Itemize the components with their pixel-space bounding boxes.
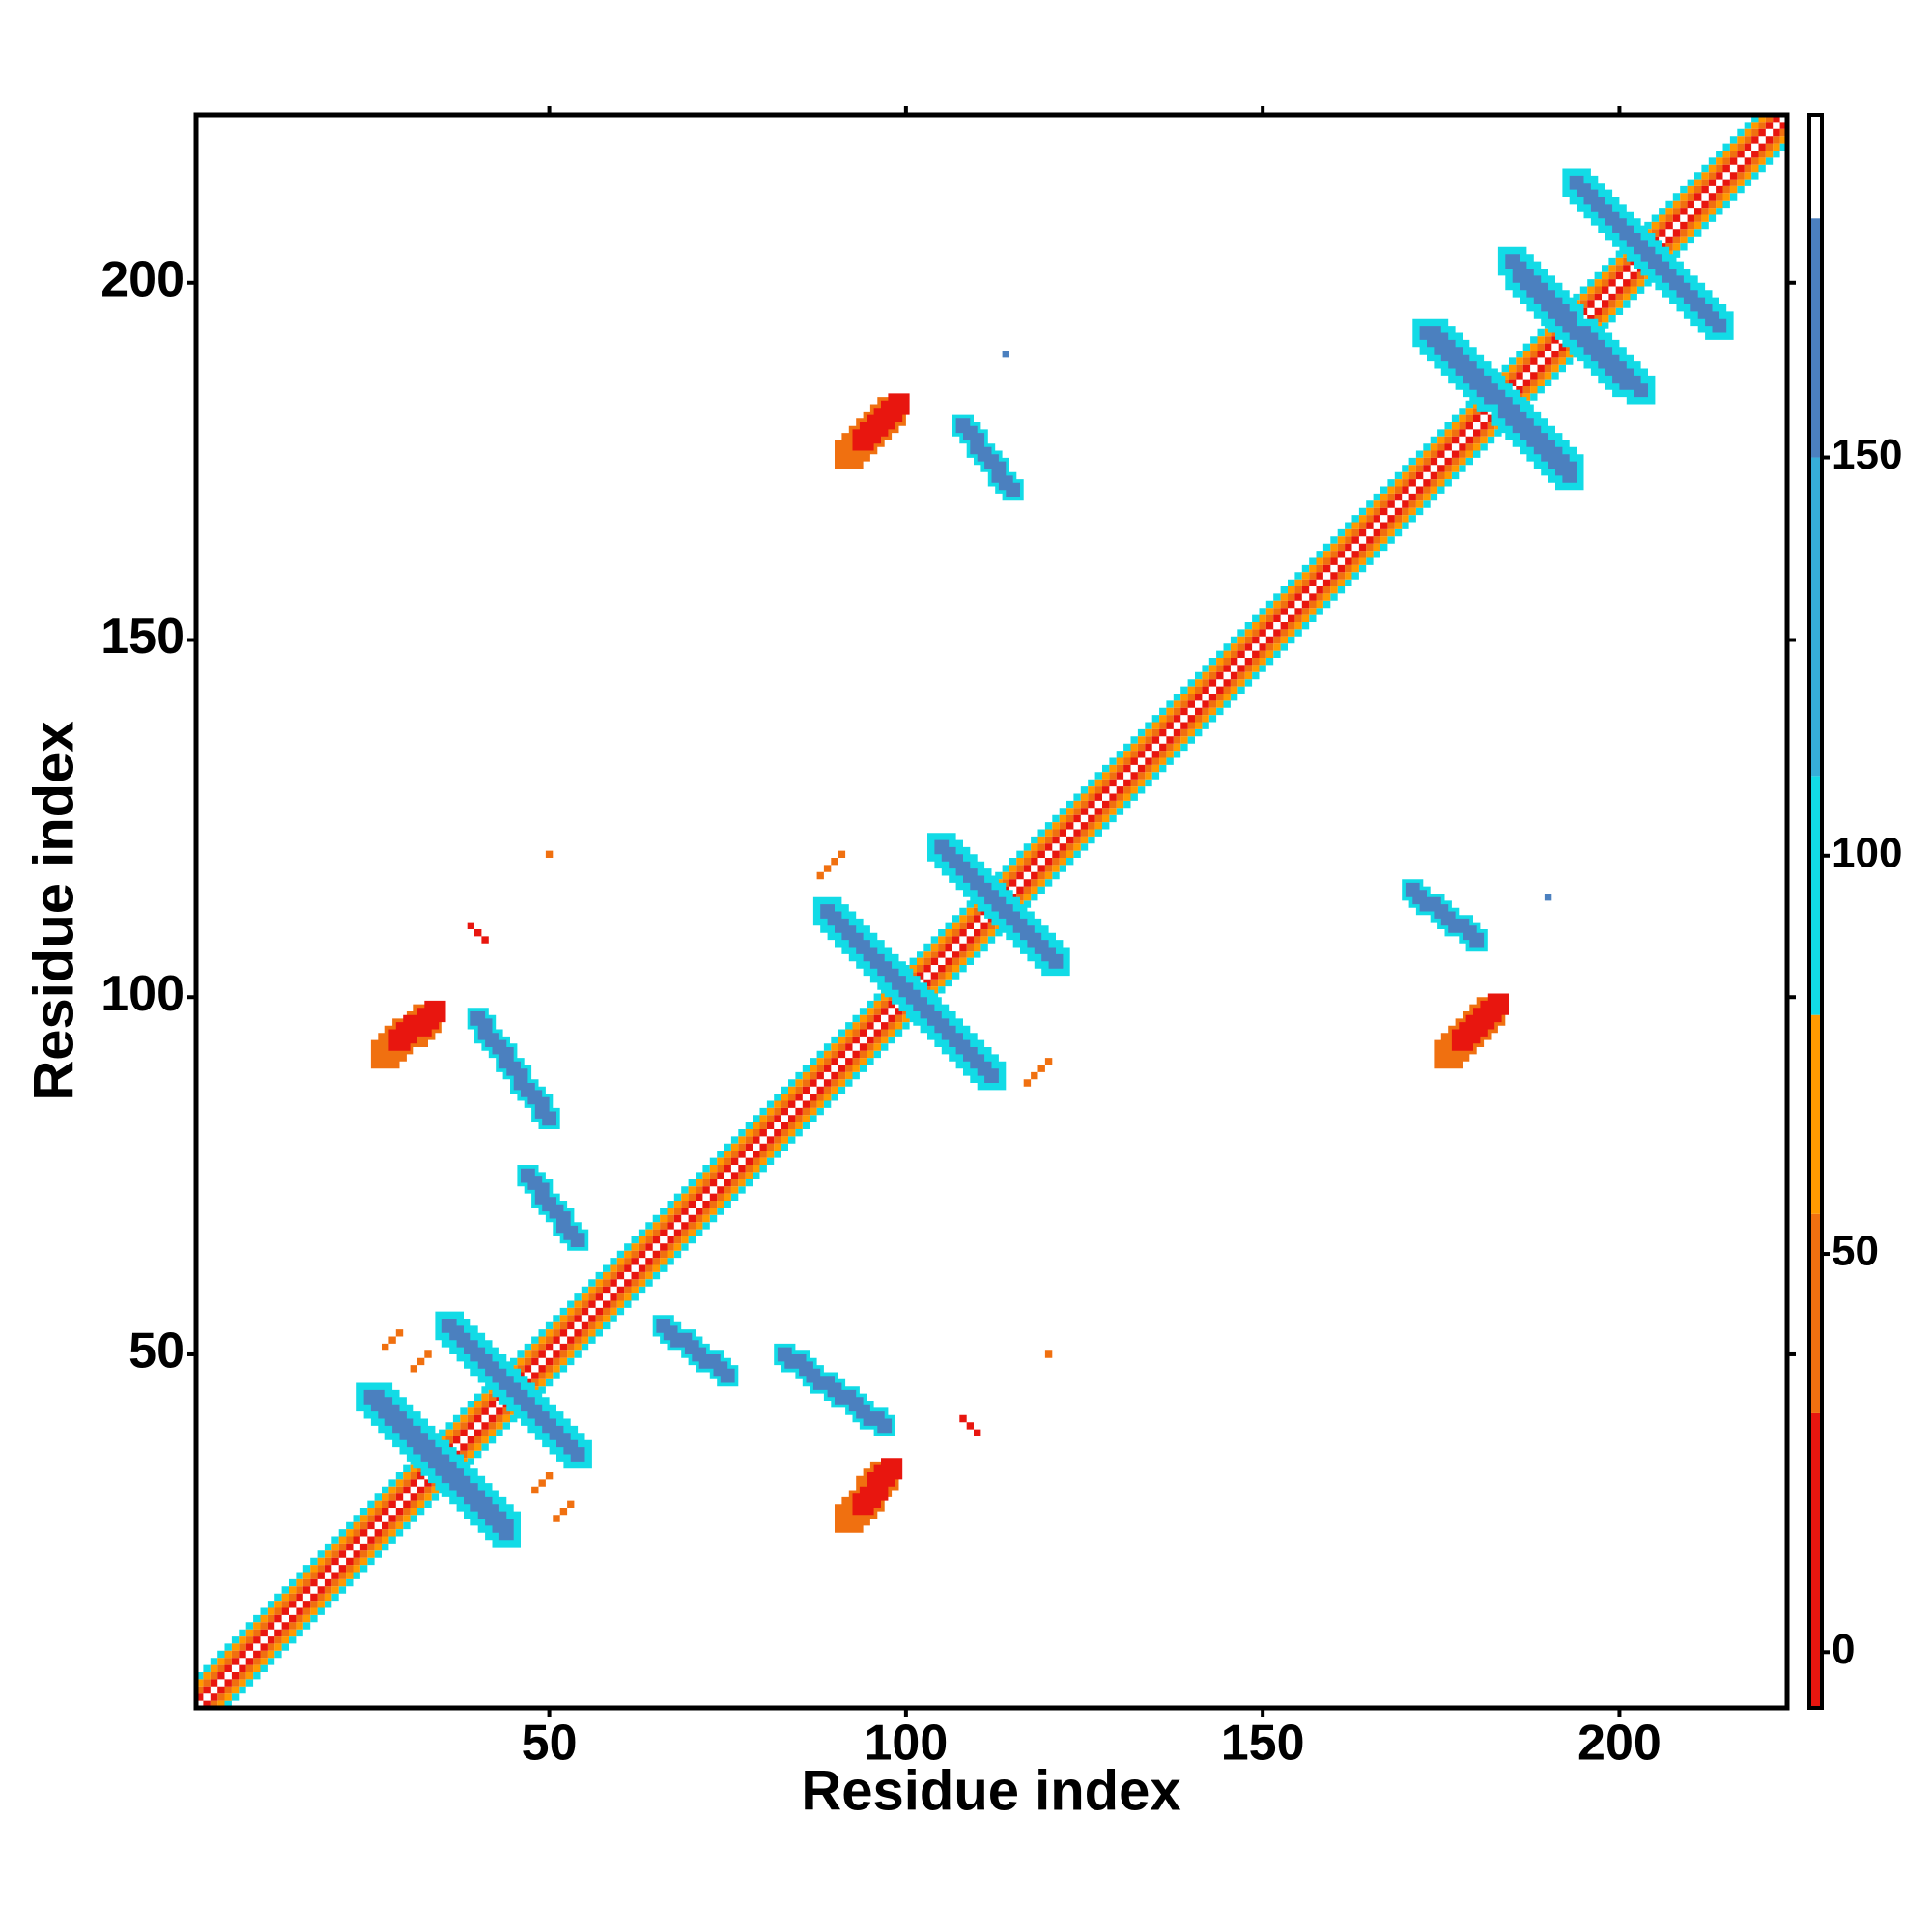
heatmap: [196, 115, 1787, 1708]
contact-cells: [470, 1011, 893, 1434]
contact-cells: [1419, 326, 1577, 483]
contact-cells: [1002, 351, 1552, 901]
colorbar-band: [1809, 218, 1822, 458]
y-axis-label: Residue index: [22, 721, 85, 1100]
y-tick-label: 150: [100, 609, 185, 665]
contact-cells: [1569, 175, 1727, 333]
colorbar-band: [1809, 776, 1822, 1015]
contact-cells: [934, 839, 1064, 969]
contact-cells: [441, 1319, 585, 1462]
colorbar-tick-label: 150: [1832, 431, 1902, 478]
y-tick-label: 100: [100, 966, 185, 1022]
contact-cells: [952, 414, 1488, 952]
contact-cells: [521, 1168, 735, 1383]
contact-cells: [835, 397, 1506, 1069]
x-tick-label: 50: [522, 1716, 578, 1772]
colorbar-tick-label: 50: [1832, 1228, 1879, 1275]
contact-cells: [1505, 254, 1648, 398]
contact-cells: [820, 904, 999, 1083]
colorbar-band: [1809, 115, 1822, 219]
colorbar-band: [1809, 1014, 1822, 1214]
colorbar-band: [1809, 1412, 1822, 1708]
x-tick-label: 100: [864, 1716, 948, 1772]
plot-frame: [193, 112, 1790, 1711]
x-tick-label: 200: [1577, 1716, 1662, 1772]
contact-cells: [363, 1389, 514, 1541]
x-tick-label: 150: [1221, 1716, 1305, 1772]
contact-cells: [467, 1008, 895, 1436]
y-tick-label: 200: [100, 252, 185, 308]
contact-cells: [410, 1350, 554, 1494]
colorbar-tick-label: 100: [1832, 829, 1902, 876]
contact-cells: [816, 850, 1053, 1087]
contact-cells: [545, 850, 1053, 1358]
colorbar-tick-label: 0: [1832, 1626, 1855, 1673]
colorbar-band: [1809, 1213, 1822, 1413]
x-axis-label: Residue index: [801, 1759, 1180, 1822]
colorbar-frame: [1807, 113, 1824, 1710]
contact-cells: [955, 418, 1485, 948]
contact-cells: [517, 1165, 739, 1387]
colorbar-band: [1809, 457, 1822, 777]
y-tick-label: 50: [128, 1323, 185, 1379]
